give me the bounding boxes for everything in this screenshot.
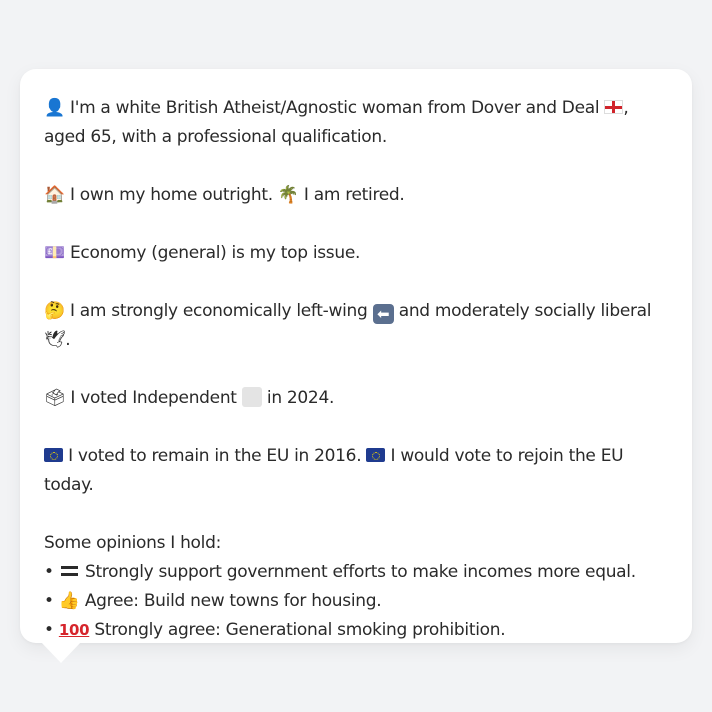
vote-paragraph: 🗳 I voted Independent in 2024. <box>44 384 672 413</box>
opinions-heading: Some opinions I hold: <box>44 533 221 553</box>
bullet: • <box>44 562 54 582</box>
thinking-face-icon: 🤔 <box>44 301 65 321</box>
opinion-text: Strongly support government efforts to m… <box>84 562 636 582</box>
ideology-end: . <box>65 330 71 350</box>
eu-flag-icon <box>44 448 63 462</box>
intro-text: I'm a white British Atheist/Agnostic wom… <box>69 98 600 118</box>
opinion-text: Strongly agree: Generational smoking pro… <box>94 620 506 640</box>
independent-color-swatch-icon <box>241 387 262 407</box>
home-text: I own my home outright. <box>69 185 273 205</box>
left-arrow-icon: ⬅ <box>372 304 394 324</box>
person-icon: 👤 <box>44 98 65 118</box>
england-flag-icon <box>604 100 624 114</box>
economic-text: I am strongly economically left-wing <box>69 301 368 321</box>
bullet: • <box>44 620 54 640</box>
eu-flag-icon <box>366 448 386 462</box>
vote-year-text: in 2024. <box>266 388 335 408</box>
ideology-paragraph: 🤔 I am strongly economically left-wing ⬅… <box>44 297 672 355</box>
top-issue-paragraph: 💷 Economy (general) is my top issue. <box>44 239 672 268</box>
bullet: • <box>44 591 54 611</box>
house-icon: 🏠 <box>44 185 65 205</box>
ballot-box-icon: 🗳 <box>44 388 66 408</box>
vote-text: I voted Independent <box>70 388 237 408</box>
opinion-item: • Strongly support government efforts to… <box>44 558 672 587</box>
thumbs-up-icon: 👍 <box>58 591 80 611</box>
bubble-tail <box>40 641 82 663</box>
retired-text: I am retired. <box>303 185 405 205</box>
eu-rejoin-text: I would vote to rejoin the EU today. <box>44 446 624 495</box>
opinion-text: Agree: Build new towns for housing. <box>84 591 382 611</box>
intro-paragraph: 👤 I'm a white British Atheist/Agnostic w… <box>44 94 672 152</box>
social-text: and moderately socially liberal <box>398 301 652 321</box>
equals-icon <box>60 566 78 576</box>
home-paragraph: 🏠 I own my home outright. 🌴 I am retired… <box>44 181 672 210</box>
top-issue-text: Economy (general) is my top issue. <box>69 243 361 263</box>
profile-message-bubble: 👤 I'm a white British Atheist/Agnostic w… <box>20 69 692 643</box>
eu-paragraph: I voted to remain in the EU in 2016. I w… <box>44 442 672 500</box>
opinion-item: • 👍 Agree: Build new towns for housing. <box>44 587 672 616</box>
opinion-item: • 100 Strongly agree: Generational smoki… <box>44 616 672 645</box>
eu-remain-text: I voted to remain in the EU in 2016. <box>68 446 362 466</box>
hundred-icon: 100 <box>58 621 90 639</box>
opinions-section: Some opinions I hold: • Strongly support… <box>44 529 672 645</box>
intro-text-end: , aged 65, with a professional qualifica… <box>44 98 629 147</box>
dove-icon: 🕊 <box>44 330 66 350</box>
palm-tree-icon: 🌴 <box>277 185 299 205</box>
banknote-icon: 💷 <box>44 243 65 263</box>
